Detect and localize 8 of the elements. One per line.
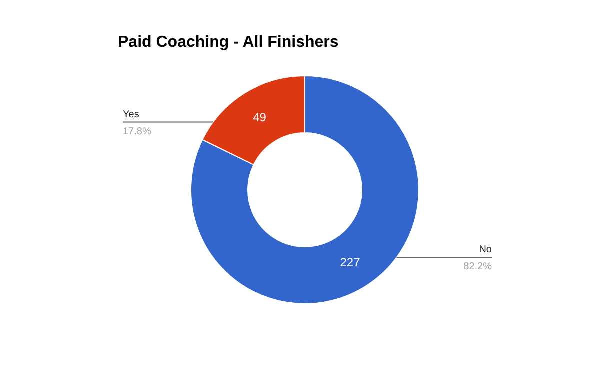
data-label: 227 bbox=[340, 256, 361, 270]
data-label: 49 bbox=[253, 110, 267, 124]
text: 82.2% bbox=[464, 262, 492, 273]
slice-label: Yes bbox=[123, 109, 140, 120]
chart-title: Paid Coaching - All Finishers bbox=[118, 34, 339, 52]
slice-label: No bbox=[479, 244, 492, 256]
text: 17.8% bbox=[123, 126, 152, 138]
donut-slice bbox=[190, 76, 420, 304]
